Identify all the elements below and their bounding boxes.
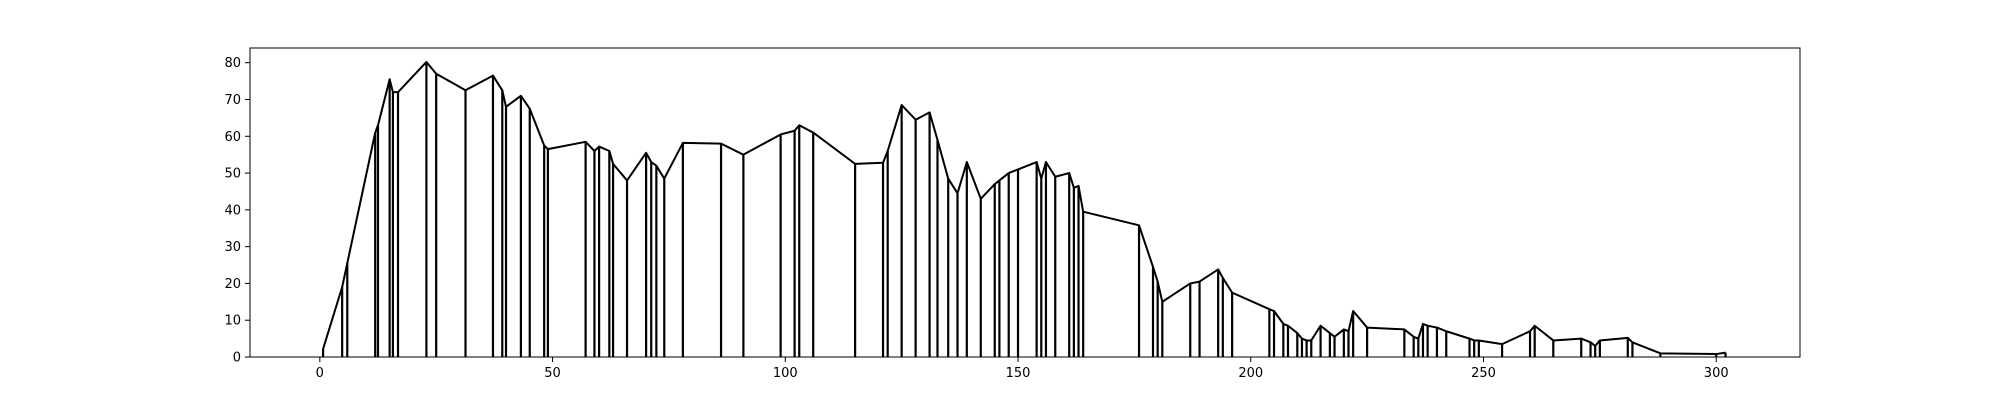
y-tick-label: 20 [224,277,241,292]
y-tick-label: 60 [224,130,241,145]
series-line [322,60,1726,356]
y-tick-label: 0 [233,351,241,366]
y-tick-label: 10 [224,314,241,329]
y-tick-label: 70 [224,93,241,108]
axes-frame [249,47,1801,358]
x-tick-label: 150 [1006,366,1031,381]
y-tick-label: 40 [224,203,241,218]
y-tick-label: 50 [224,167,241,182]
x-tick-label: 300 [1704,366,1729,381]
y-tick-label: 80 [224,56,241,71]
x-tick-label: 50 [544,366,561,381]
x-tick-label: 200 [1238,366,1263,381]
x-tick-label: 0 [316,366,324,381]
plot-area [250,48,1800,357]
x-tick-label: 100 [773,366,798,381]
y-tick-label: 30 [224,240,241,255]
x-tick-label: 250 [1471,366,1496,381]
